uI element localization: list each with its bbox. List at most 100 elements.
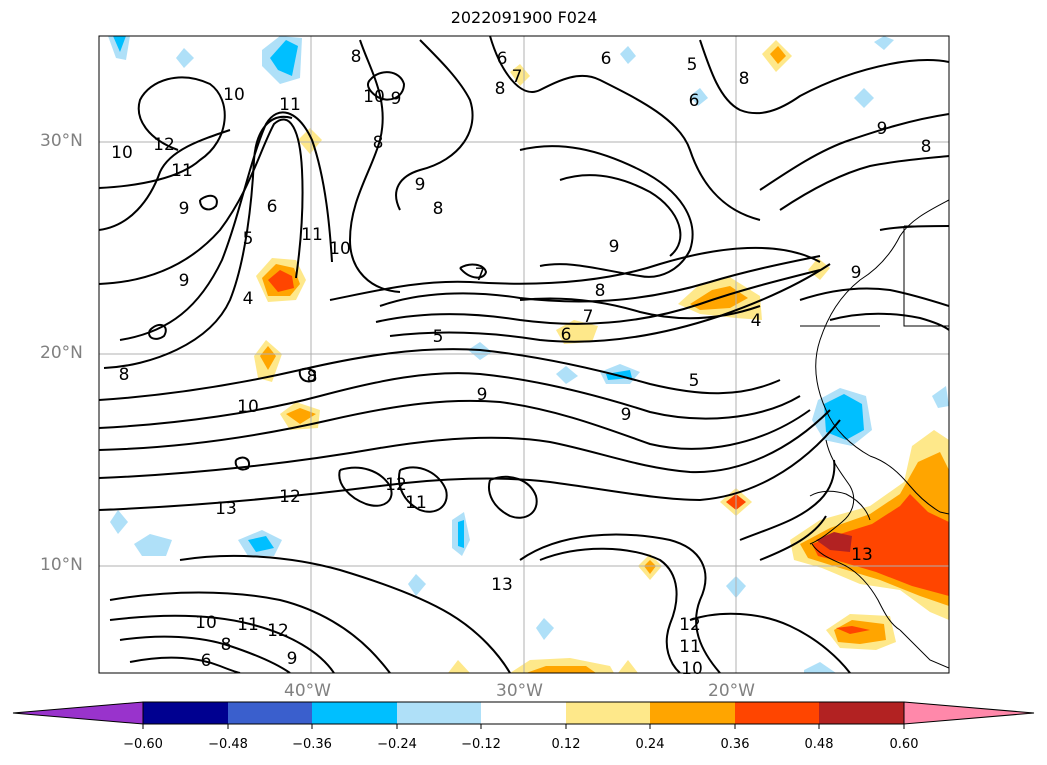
contour-label: 11 — [405, 493, 427, 513]
positive-anomaly-patch — [286, 408, 316, 424]
contour-label: 8 — [351, 47, 362, 67]
contour-label: 5 — [243, 229, 254, 249]
contour-label: 6 — [201, 651, 212, 671]
lat-label-30n: 30°N — [40, 131, 83, 151]
contour-label: 8 — [495, 79, 506, 99]
colorbar-outline — [142, 701, 905, 725]
positive-anomaly-patch — [816, 532, 852, 552]
colorbar-tick-label: −0.48 — [208, 737, 248, 752]
contour-label: 9 — [391, 89, 402, 109]
colorbar-bin — [312, 702, 397, 724]
contour-label: 5 — [689, 371, 700, 391]
colorbar-extend-max — [903, 701, 1035, 725]
negative-anomaly-patch — [874, 36, 894, 50]
contour-label: 7 — [583, 307, 594, 327]
positive-anomaly-patch — [644, 560, 656, 574]
colorbar-tick-label: 0.36 — [720, 737, 750, 752]
graticule — [99, 36, 949, 673]
colorbar-tick-label: 0.48 — [804, 737, 834, 752]
contour-label: 11 — [301, 225, 323, 245]
negative-anomaly-patch — [804, 662, 836, 673]
map-title: 2022091900 F024 — [450, 8, 598, 27]
positive-anomaly-patch — [268, 270, 294, 292]
contour-label: 9 — [179, 199, 190, 219]
colorbar-tick-label: 0.12 — [551, 737, 581, 752]
positive-anomaly-patch — [812, 494, 949, 596]
contour-label: 13 — [491, 575, 513, 595]
lat-label-20n: 20°N — [40, 343, 83, 363]
contour-label: 13 — [215, 499, 237, 519]
lon-label-30w: 30°W — [496, 681, 543, 701]
contour-label: 11 — [679, 637, 701, 657]
colorbar-tick-label: −0.24 — [377, 737, 417, 752]
positive-anomaly-patch — [836, 626, 870, 634]
contour-label: 9 — [415, 175, 426, 195]
contour-label: 12 — [385, 475, 407, 495]
positive-anomaly-patch — [526, 666, 596, 673]
colorbar-bin — [650, 702, 735, 724]
negative-anomaly-patch — [556, 366, 578, 384]
colorbar-bin — [819, 702, 904, 724]
map-frame — [98, 35, 950, 674]
contour-label: 8 — [739, 69, 750, 89]
colorbar-tick-label: 0.60 — [889, 737, 919, 752]
colorbar — [12, 701, 1035, 729]
negative-anomaly-patch — [408, 574, 426, 596]
contour-label: 12 — [153, 135, 175, 155]
contour-label: 5 — [433, 327, 444, 347]
contour-label: 9 — [851, 263, 862, 283]
colorbar-bin — [566, 702, 650, 724]
positive-anomaly-patch — [770, 46, 786, 64]
colorbar-bin — [735, 702, 819, 724]
positive-anomaly-patch — [260, 346, 276, 370]
negative-anomaly-patch — [134, 534, 172, 556]
colorbar-bin — [228, 702, 312, 724]
contour-label: 10 — [223, 85, 245, 105]
positive-anomaly-patch — [618, 660, 638, 673]
colorbar-tick-label: −0.12 — [461, 737, 501, 752]
colorbar-tick-label: −0.36 — [292, 737, 332, 752]
colorbar-bin — [143, 702, 228, 724]
lat-label-10n: 10°N — [40, 555, 83, 575]
contour-label: 8 — [595, 281, 606, 301]
colorbar-bin — [481, 702, 566, 724]
contour-label: 6 — [497, 49, 508, 69]
contour-label: 8 — [119, 365, 130, 385]
negative-anomaly-patch — [248, 536, 274, 552]
positive-anomaly-patch — [510, 64, 530, 86]
negative-anomaly-patch — [270, 40, 298, 76]
contour-label: 11 — [171, 161, 193, 181]
negative-anomaly-patch — [110, 510, 128, 534]
contour-label: 6 — [689, 91, 700, 111]
negative-anomaly-patch — [458, 520, 464, 548]
contour-label: 4 — [751, 311, 762, 331]
contour-label: 10 — [681, 659, 703, 679]
colorbar-tick-label: 0.24 — [635, 737, 665, 752]
coastline — [800, 199, 949, 669]
contour-label: 5 — [687, 55, 698, 75]
colorbar-extend-min — [12, 701, 144, 725]
colorbar-tick-label: −0.60 — [123, 737, 163, 752]
positive-anomaly-patch — [448, 660, 470, 673]
contour-label: 11 — [279, 95, 301, 115]
contour-label: 4 — [243, 289, 254, 309]
negative-anomaly-patch — [113, 36, 126, 52]
contour-label: 13 — [851, 545, 873, 565]
positive-anomaly-patch — [298, 128, 322, 154]
contour-label: 11 — [237, 615, 259, 635]
contour-label: 9 — [609, 237, 620, 257]
shaded-field — [108, 36, 949, 673]
contour-label: 10 — [237, 397, 259, 417]
contour-label: 10 — [195, 613, 217, 633]
contour-label: 8 — [307, 367, 318, 387]
contour-label-group: 8 6 6 7 8 5 6 8 10 11 12 10 11 9 9 6 5 4… — [111, 47, 931, 679]
contour-label: 10 — [111, 143, 133, 163]
positive-anomaly-patch — [556, 320, 598, 344]
contour-label: 7 — [512, 67, 523, 87]
contour-label: 8 — [433, 199, 444, 219]
negative-anomaly-patch — [690, 88, 708, 106]
colorbar-bin — [397, 702, 481, 724]
negative-anomaly-patch — [536, 618, 554, 640]
contour-label: 7 — [475, 265, 486, 285]
